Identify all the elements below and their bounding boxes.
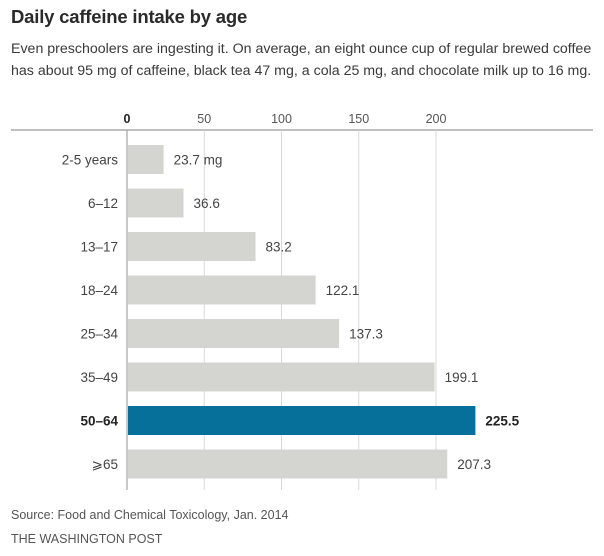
gridlines bbox=[11, 129, 593, 490]
value-label: 137.3 bbox=[349, 327, 383, 342]
x-tick-label: 150 bbox=[348, 112, 369, 126]
value-label: 83.2 bbox=[266, 240, 292, 255]
bar-0 bbox=[128, 145, 164, 174]
bar-6 bbox=[128, 406, 476, 435]
category-labels: 2-5 years 6–12 13–17 18–24 25–34 35–49 50–64 ⩾6… bbox=[62, 153, 119, 473]
category-label: 2-5 years bbox=[62, 153, 119, 168]
chart-title: Daily caffeine intake by age bbox=[11, 6, 248, 27]
publisher-credit: THE WASHINGTON POST bbox=[11, 532, 163, 546]
category-label: ⩾65 bbox=[92, 457, 118, 472]
value-labels: 23.7 mg 36.6 83.2 122.1 137.3 199.1 225.5 207.3 bbox=[174, 153, 520, 473]
category-label: 35–49 bbox=[80, 370, 118, 385]
x-axis-ticks: 0 50 100 150 200 bbox=[124, 112, 447, 126]
value-label: 23.7 mg bbox=[174, 153, 223, 168]
bars bbox=[128, 145, 476, 479]
bar-5 bbox=[128, 362, 435, 392]
category-label: 50–64 bbox=[80, 414, 118, 429]
chart-subtitle: Even preschoolers are ingesting it. On a… bbox=[11, 41, 592, 79]
source-note: Source: Food and Chemical Toxicology, Ja… bbox=[11, 508, 289, 522]
bar-4 bbox=[128, 319, 340, 348]
value-label: 36.6 bbox=[194, 196, 220, 211]
bar-1 bbox=[128, 188, 184, 218]
category-label: 18–24 bbox=[80, 283, 118, 298]
value-label: 199.1 bbox=[445, 370, 479, 385]
x-tick-label: 0 bbox=[124, 112, 131, 126]
x-tick-label: 50 bbox=[197, 112, 211, 126]
x-tick-label: 200 bbox=[426, 112, 447, 126]
category-label: 6–12 bbox=[88, 196, 118, 211]
value-label: 225.5 bbox=[485, 414, 519, 429]
x-tick-label: 100 bbox=[271, 112, 292, 126]
value-label: 122.1 bbox=[326, 283, 360, 298]
value-label: 207.3 bbox=[457, 457, 491, 472]
category-label: 25–34 bbox=[80, 327, 118, 342]
bar-3 bbox=[128, 275, 316, 305]
category-label: 13–17 bbox=[80, 240, 118, 255]
bar-7 bbox=[128, 449, 448, 479]
bar-2 bbox=[128, 232, 256, 261]
